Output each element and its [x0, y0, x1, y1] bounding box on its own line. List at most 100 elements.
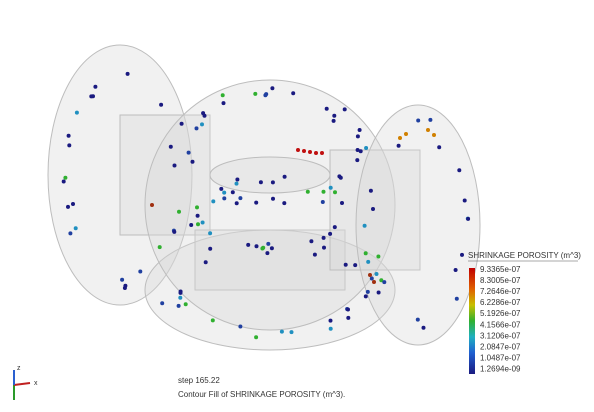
- porosity-dot: [219, 186, 224, 191]
- porosity-dot: [172, 163, 177, 168]
- porosity-dot: [343, 262, 348, 267]
- porosity-dot: [222, 190, 227, 195]
- porosity-dot: [342, 107, 347, 112]
- legend-label: 1.0487e-07: [480, 353, 521, 362]
- porosity-dot: [71, 202, 75, 206]
- porosity-dot: [138, 269, 143, 274]
- porosity-dot: [196, 222, 200, 227]
- porosity-dot: [261, 245, 266, 250]
- porosity-dot: [125, 71, 130, 76]
- porosity-dot: [176, 303, 181, 308]
- porosity-dot: [437, 145, 442, 150]
- porosity-dot: [270, 180, 275, 185]
- z-label: z: [17, 365, 21, 372]
- porosity-dot: [466, 216, 471, 221]
- porosity-dot: [340, 201, 344, 205]
- porosity-dot: [63, 175, 68, 180]
- axis-triad: z x: [13, 365, 38, 400]
- porosity-dot: [426, 128, 430, 132]
- porosity-dot: [68, 231, 73, 236]
- porosity-dot: [254, 335, 259, 340]
- porosity-dot: [324, 106, 329, 111]
- porosity-dot: [282, 174, 287, 179]
- left-pipe: [119, 114, 211, 236]
- porosity-dot: [221, 101, 226, 106]
- legend-label: 7.2646e-07: [480, 287, 521, 296]
- porosity-dot: [66, 133, 71, 138]
- porosity-dot: [220, 93, 225, 98]
- porosity-dot: [122, 286, 127, 290]
- porosity-dot: [415, 317, 420, 322]
- porosity-dot: [404, 132, 408, 136]
- porosity-dot: [328, 326, 333, 331]
- porosity-dot: [355, 134, 360, 139]
- porosity-dot: [246, 242, 251, 247]
- porosity-dot: [178, 295, 183, 300]
- porosity-dot: [234, 201, 239, 206]
- porosity-dot: [282, 201, 287, 206]
- bottom-pipe: [194, 229, 346, 291]
- porosity-dot: [208, 246, 213, 251]
- porosity-dot: [271, 196, 275, 201]
- porosity-dot: [321, 235, 326, 240]
- porosity-dot: [363, 294, 368, 299]
- porosity-dot: [265, 251, 270, 256]
- porosity-dot: [200, 220, 205, 225]
- porosity-dot: [289, 330, 294, 335]
- porosity-dot: [279, 329, 284, 334]
- legend-label: 8.3005e-07: [480, 276, 521, 285]
- porosity-dot: [200, 122, 204, 127]
- porosity-dot: [238, 324, 243, 329]
- porosity-dot: [177, 209, 181, 214]
- porosity-dot: [291, 91, 296, 96]
- porosity-dot: [398, 136, 402, 140]
- porosity-dot: [66, 204, 70, 209]
- porosity-dot: [369, 276, 374, 281]
- porosity-dot: [365, 289, 370, 294]
- porosity-dot: [150, 203, 154, 207]
- porosity-dot: [74, 110, 79, 115]
- porosity-dot: [346, 307, 350, 312]
- porosity-dot: [355, 148, 360, 152]
- legend-label: 9.3365e-07: [480, 265, 521, 274]
- porosity-dot: [302, 149, 306, 153]
- porosity-dot: [194, 126, 199, 131]
- porosity-dot: [457, 168, 462, 173]
- legend-label: 1.2694e-09: [480, 364, 521, 373]
- porosity-dot: [168, 144, 173, 149]
- porosity-dot: [328, 231, 333, 236]
- porosity-dot: [328, 318, 333, 323]
- porosity-dot: [353, 263, 358, 268]
- porosity-dot: [363, 251, 368, 256]
- porosity-dot: [258, 180, 263, 185]
- porosity-dot: [157, 245, 162, 250]
- porosity-dot: [234, 181, 239, 186]
- porosity-dot: [312, 252, 317, 257]
- porosity-dot: [357, 128, 362, 132]
- x-label: x: [34, 380, 38, 387]
- porosity-dot: [178, 290, 183, 295]
- porosity-dot: [308, 150, 312, 154]
- porosity-dot: [362, 223, 367, 228]
- porosity-dot: [254, 200, 259, 205]
- porosity-dot: [332, 113, 337, 118]
- porosity-dot: [376, 290, 381, 295]
- porosity-dot: [230, 190, 235, 195]
- porosity-dot: [368, 273, 372, 277]
- caption-text: Contour Fill of SHRINKAGE POROSITY (m^3)…: [178, 390, 345, 399]
- porosity-dot: [67, 143, 72, 148]
- porosity-dot: [203, 260, 208, 265]
- legend-label: 5.1926e-07: [480, 309, 521, 318]
- porosity-dot: [320, 151, 324, 155]
- porosity-dot: [364, 146, 369, 150]
- porosity-dot: [338, 175, 343, 180]
- porosity-dot: [186, 150, 191, 155]
- porosity-dot: [222, 196, 227, 201]
- porosity-dot: [89, 94, 94, 99]
- sphere-body: [144, 79, 396, 331]
- legend-label: 6.2286e-07: [480, 298, 521, 307]
- porosity-dot: [195, 205, 199, 210]
- porosity-dot: [331, 118, 336, 123]
- porosity-dot: [179, 121, 184, 126]
